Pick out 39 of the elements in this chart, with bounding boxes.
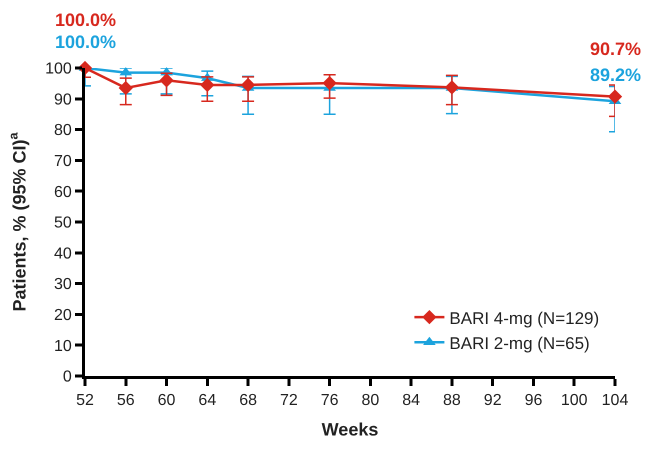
y-tick-label: 40 bbox=[54, 245, 72, 262]
y-tick-label: 90 bbox=[54, 91, 72, 108]
x-tick-label: 60 bbox=[158, 392, 176, 410]
x-tick-label: 52 bbox=[76, 392, 94, 410]
x-tick-label: 104 bbox=[602, 392, 628, 410]
y-tick-label: 30 bbox=[54, 276, 72, 294]
data-label: 90.7% bbox=[590, 39, 642, 59]
point bbox=[322, 76, 337, 90]
data-label: 100.0% bbox=[55, 10, 116, 30]
y-tick-label: 0 bbox=[62, 368, 72, 386]
x-tick-label: 64 bbox=[198, 392, 216, 410]
point bbox=[240, 78, 256, 92]
x-tick-label: 88 bbox=[443, 392, 461, 410]
x-tick-label: 68 bbox=[239, 392, 258, 410]
y-tick-label: 60 bbox=[54, 184, 72, 201]
y-tick-label: 80 bbox=[54, 122, 72, 140]
y-tick-label: 20 bbox=[54, 307, 72, 324]
point bbox=[200, 78, 214, 92]
data-label: 89.2% bbox=[590, 65, 642, 85]
legend-label: BARI 2-mg (N=65) bbox=[449, 334, 590, 353]
x-tick-label: 100 bbox=[560, 392, 588, 410]
legend-label: BARI 4-mg (N=129) bbox=[449, 308, 600, 328]
x-tick-label: 80 bbox=[361, 392, 380, 410]
y-tick-label: 10 bbox=[54, 338, 72, 355]
y-tick-label: 100 bbox=[45, 60, 72, 78]
data-label: 100.0% bbox=[55, 32, 116, 52]
x-axis-title: Weeks bbox=[322, 419, 378, 440]
y-tick-label: 50 bbox=[54, 214, 72, 232]
x-tick-label: 92 bbox=[484, 392, 502, 410]
x-tick-label: 72 bbox=[280, 392, 298, 410]
x-tick-label: 96 bbox=[524, 392, 542, 410]
point bbox=[444, 80, 460, 95]
point bbox=[608, 89, 622, 104]
x-tick-label: 84 bbox=[402, 392, 420, 410]
x-tick-label: 56 bbox=[116, 392, 135, 410]
y-tick-label: 70 bbox=[54, 153, 72, 170]
x-tick-label: 76 bbox=[320, 392, 339, 410]
point bbox=[159, 73, 174, 88]
point bbox=[118, 80, 133, 96]
